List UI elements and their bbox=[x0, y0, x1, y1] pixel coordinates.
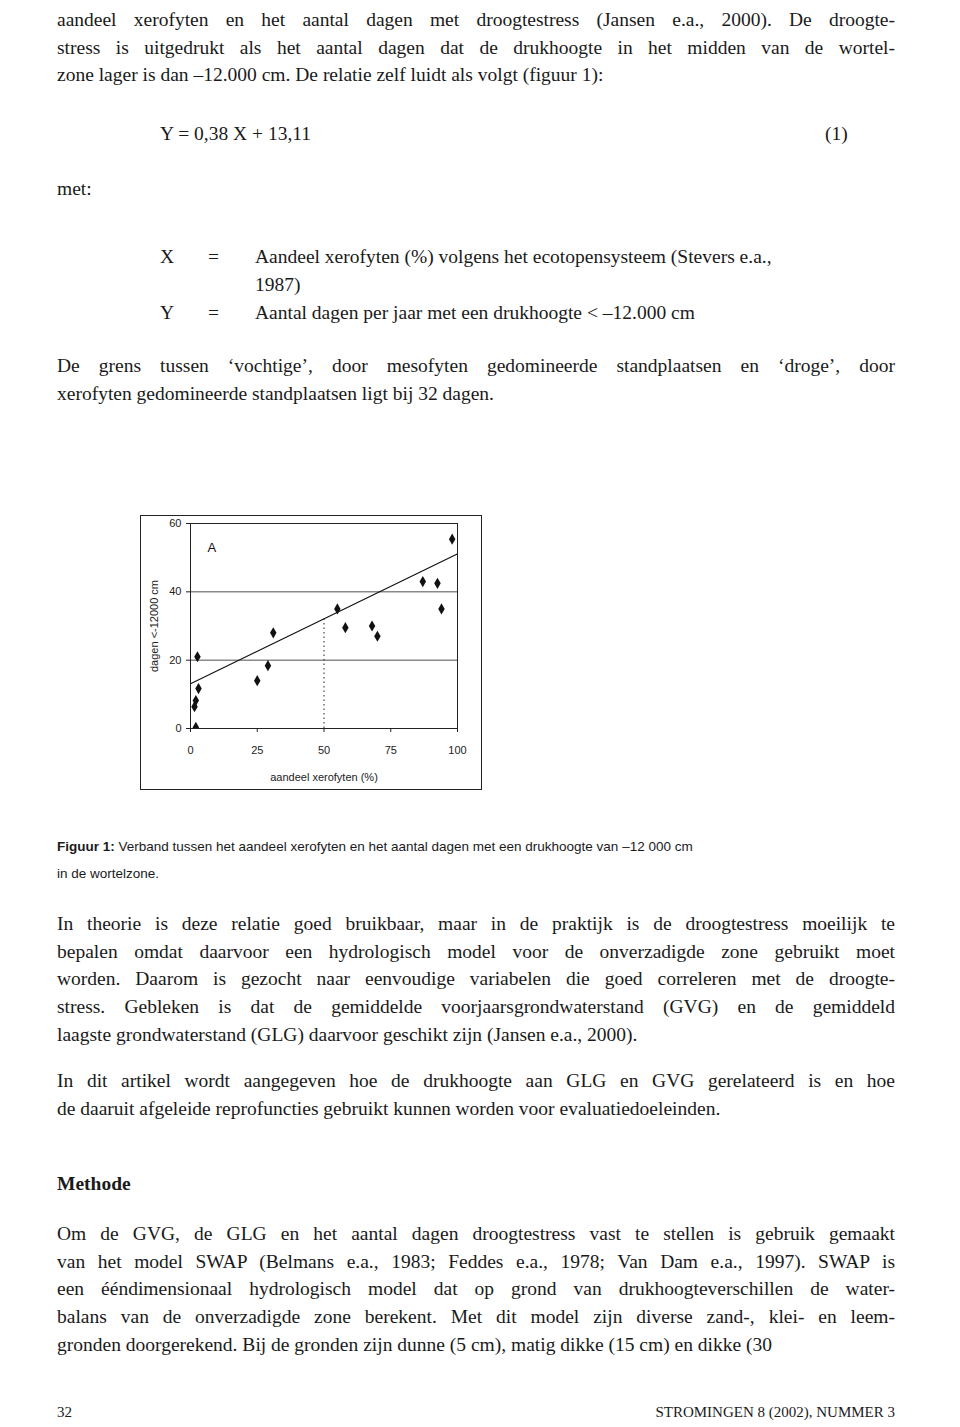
svg-text:0: 0 bbox=[187, 744, 193, 756]
svg-text:100: 100 bbox=[448, 744, 466, 756]
html-text:1987): 1987) bbox=[255, 274, 301, 296]
svg-text:0: 0 bbox=[175, 722, 181, 734]
html-text:met:: met: bbox=[57, 178, 92, 200]
html-text:Y: Y bbox=[160, 302, 175, 324]
html-text:In theorie is deze relatie goe: In theorie is deze relatie goed bruikbaa… bbox=[57, 913, 895, 935]
svg-text:20: 20 bbox=[169, 654, 181, 666]
html-text:xerofyten gedomineerde standpl: xerofyten gedomineerde standplaatsen lig… bbox=[57, 382, 494, 404]
html-text:stress. Gebleken is dat de gem: stress. Gebleken is dat de gemiddelde vo… bbox=[57, 996, 895, 1017]
html-text:(1): (1) bbox=[825, 123, 848, 145]
html-text:STROMINGEN 8 (2002), NUMMER 3: STROMINGEN 8 (2002), NUMMER 3 bbox=[655, 1404, 895, 1421]
svg-text:60: 60 bbox=[169, 517, 181, 529]
html-text:de daaruit afgeleide reprofunc: de daaruit afgeleide reprofuncties gebru… bbox=[57, 1097, 721, 1119]
svg-text:dagen <-12000 cm: dagen <-12000 cm bbox=[148, 580, 160, 672]
html-text:bepalen omdat daarvoor een hyd: bepalen omdat daarvoor een hydrologisch … bbox=[57, 940, 895, 962]
html-text:Figuur 1: Verband tussen het a: Figuur 1: Verband tussen het aandeel xer… bbox=[57, 839, 693, 854]
html-text:De grens tussen ‘vochtige’, do: De grens tussen ‘vochtige’, door mesofyt… bbox=[57, 355, 895, 377]
html-text:Aandeel xerofyten (%) volgens: Aandeel xerofyten (%) volgens het ecotop… bbox=[255, 246, 772, 268]
html-text:Om de GVG, de GLG en het aanta: Om de GVG, de GLG en het aantal dagen dr… bbox=[57, 1223, 895, 1245]
html-text:in de wortelzone.: in de wortelzone. bbox=[57, 866, 160, 881]
svg-text:25: 25 bbox=[251, 744, 263, 756]
html-text:Y = 0,38 X + 13,11: Y = 0,38 X + 13,11 bbox=[160, 123, 312, 145]
html-text:aandeel xerofyten en het aanta: aandeel xerofyten en het aantal dagen me… bbox=[57, 9, 895, 31]
html-text:Aantal dagen per jaar met een: Aantal dagen per jaar met een drukhoogte… bbox=[255, 302, 695, 324]
html-text:zone lager is dan –12.000 cm.: zone lager is dan –12.000 cm. De relatie… bbox=[57, 64, 604, 86]
html-text:Methode: Methode bbox=[57, 1173, 131, 1195]
html-text:van het model SWAP (Belmans e.: van het model SWAP (Belmans e.a., 1983; … bbox=[57, 1250, 895, 1272]
svg-text:75: 75 bbox=[385, 744, 397, 756]
html-text:32: 32 bbox=[57, 1404, 72, 1421]
html-text:X: X bbox=[160, 246, 175, 268]
svg-text:50: 50 bbox=[318, 744, 330, 756]
html-text:een ééndimensionaal hydrologis: een ééndimensionaal hydrologisch model d… bbox=[57, 1278, 895, 1300]
svg-text:aandeel xerofyten (%): aandeel xerofyten (%) bbox=[270, 771, 378, 783]
svg-text:A: A bbox=[208, 540, 217, 555]
html-text:stress is uitgedrukt als het a: stress is uitgedrukt als het aantal dage… bbox=[57, 36, 895, 58]
html-text:balans van de onverzadigde zon: balans van de onverzadigde zone berekent… bbox=[57, 1306, 895, 1327]
html-text:laagste grondwaterstand (GLG): laagste grondwaterstand (GLG) daarvoor g… bbox=[57, 1023, 638, 1045]
html-text:In dit artikel wordt aangegeve: In dit artikel wordt aangegeven hoe de d… bbox=[57, 1070, 895, 1092]
html-text:worden. Daarom is gezocht naar: worden. Daarom is gezocht naar eenvoudig… bbox=[57, 968, 895, 990]
svg-text:40: 40 bbox=[169, 585, 181, 597]
html-text:gronden doorgerekend. Bij de g: gronden doorgerekend. Bij de gronden zij… bbox=[57, 1333, 772, 1355]
